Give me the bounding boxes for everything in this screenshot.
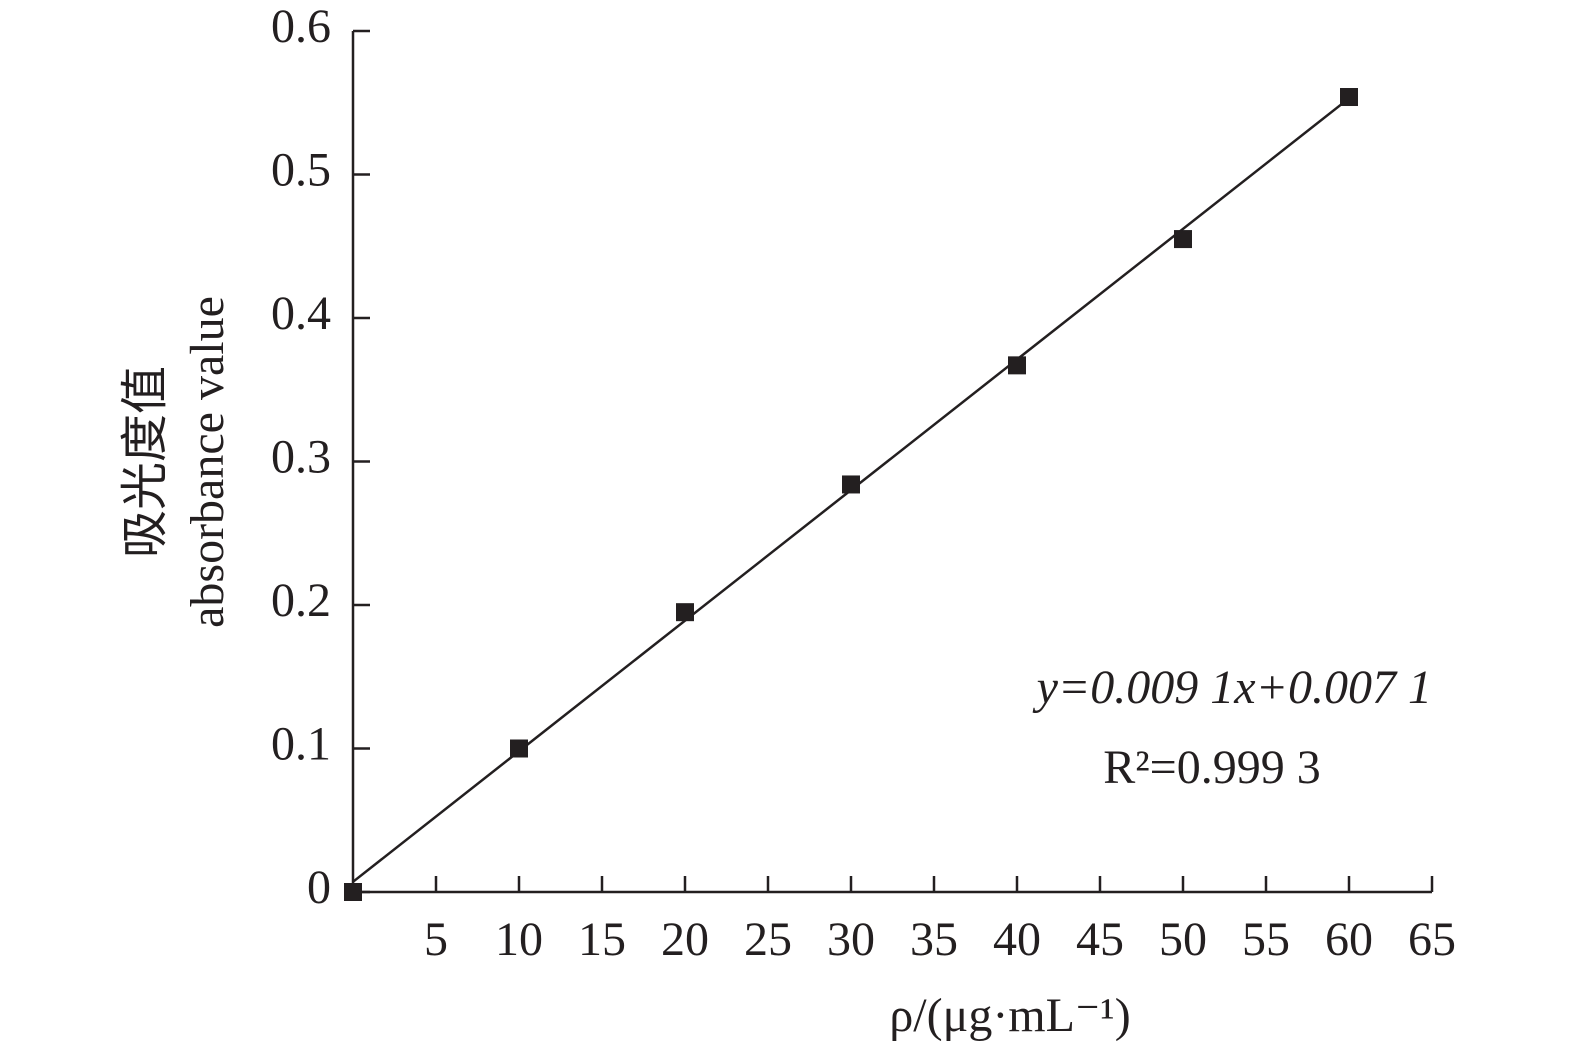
x-tick-label: 60 xyxy=(1325,913,1373,966)
x-tick-label: 5 xyxy=(424,913,448,966)
point xyxy=(1008,356,1026,375)
x-tick-label: 30 xyxy=(827,913,875,966)
point xyxy=(1174,230,1192,249)
x-tick-label: 45 xyxy=(1076,913,1124,966)
y-tick-label: 0.2 xyxy=(271,574,331,627)
x-tick-label: 20 xyxy=(661,913,709,966)
x-tick-label: 35 xyxy=(910,913,958,966)
y-tick-label: 0.3 xyxy=(271,431,331,484)
y-tick-label: 0.4 xyxy=(271,287,331,340)
annotation: R²=0.999 3 xyxy=(1103,741,1320,794)
x-tick-label: 25 xyxy=(744,913,792,966)
y-tick-label: 0.5 xyxy=(271,144,331,197)
x-tick-label: 55 xyxy=(1242,913,1290,966)
x-tick-label: 10 xyxy=(495,913,543,966)
point xyxy=(1340,88,1358,107)
y-tick-label: 0.6 xyxy=(271,0,331,53)
y-axis-label: absorbance value xyxy=(181,296,234,628)
x-tick-label: 40 xyxy=(993,913,1041,966)
point xyxy=(676,603,694,622)
y-tick-label: 0 xyxy=(307,861,331,914)
point xyxy=(344,883,362,901)
y-tick-label: 0.1 xyxy=(271,718,331,771)
x-axis-label: ρ/(μg·mL⁻¹) xyxy=(889,989,1130,1042)
x-tick-label: 50 xyxy=(1159,913,1207,966)
x-tick-label: 65 xyxy=(1408,913,1456,966)
annotation: y=0.009 1x+0.007 1 xyxy=(1032,661,1432,714)
point xyxy=(510,739,528,758)
point xyxy=(842,475,860,494)
x-tick-label: 15 xyxy=(578,913,626,966)
y-axis-label: 吸光度值 xyxy=(119,366,172,558)
